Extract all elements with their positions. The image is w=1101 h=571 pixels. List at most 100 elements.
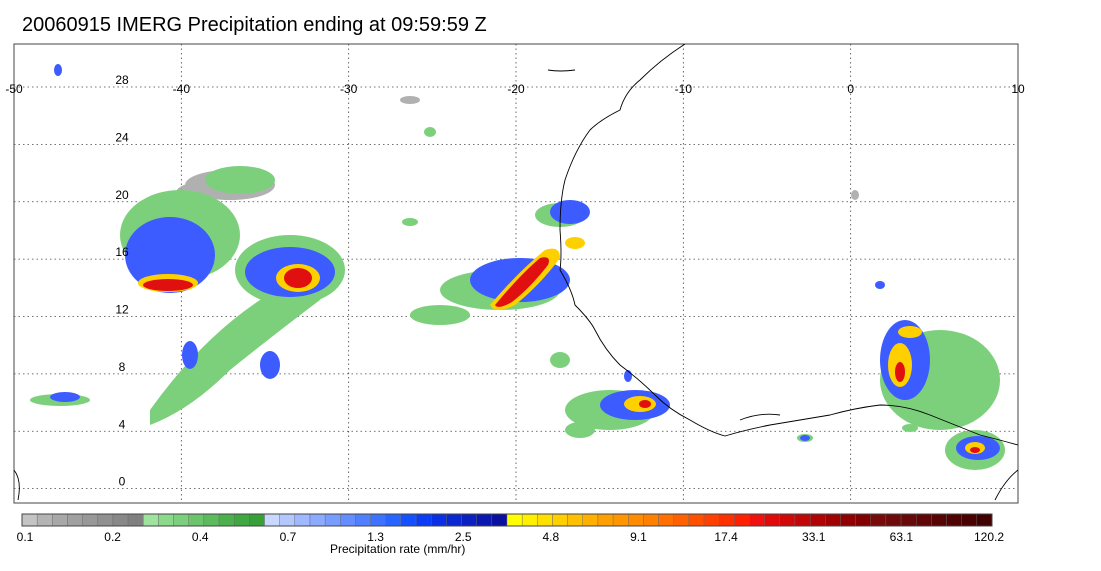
colorbar-swatch <box>552 513 568 527</box>
colorbar-swatch <box>431 513 447 527</box>
colorbar-swatch <box>461 513 477 527</box>
colorbar-swatch <box>279 513 296 527</box>
colorbar-swatch <box>749 513 765 527</box>
colorbar-swatch <box>900 513 917 527</box>
colorbar-swatch <box>294 513 311 527</box>
lat-tick-label: 0 <box>119 475 126 489</box>
colorbar-swatch <box>355 513 371 527</box>
colorbar-swatch <box>779 513 796 527</box>
colorbar-swatch <box>673 513 690 527</box>
precipitation-field <box>30 64 1005 470</box>
colorbar-swatch <box>233 513 250 527</box>
colorbar-swatch <box>82 513 98 527</box>
colorbar-swatch <box>628 513 644 527</box>
colorbar-swatch <box>809 513 826 527</box>
colorbar-swatch <box>173 513 189 527</box>
colorbar-swatch <box>203 513 220 527</box>
colorbar-tick-label: 1.3 <box>367 530 384 544</box>
lat-tick-label: 28 <box>115 73 129 87</box>
colorbar-title: Precipitation rate (mm/hr) <box>330 542 466 556</box>
colorbar-tick-label: 63.1 <box>890 530 914 544</box>
lon-tick-label: -10 <box>675 82 693 96</box>
lon-tick-label: -50 <box>5 82 23 96</box>
lon-tick-label: -30 <box>340 82 358 96</box>
colorbar-swatch <box>597 513 614 527</box>
colorbar-swatch <box>97 513 114 527</box>
colorbar-swatch <box>385 513 402 527</box>
lat-tick-label: 8 <box>119 360 126 374</box>
colorbar-tick-label: 9.1 <box>630 530 647 544</box>
precipitation-map: -50 -40 -30 -20 -10 0 10 0 4 8 12 16 20 24 28 <box>5 43 1025 504</box>
colorbar-swatch <box>931 513 947 527</box>
precip-very-heavy-red <box>143 257 980 453</box>
colorbar-swatch <box>961 513 978 527</box>
colorbar-swatch <box>870 513 887 527</box>
lon-tick-label: 0 <box>847 82 854 96</box>
colorbar-swatch <box>264 513 280 527</box>
colorbar-swatch <box>612 513 629 527</box>
lon-tick-label: -20 <box>507 82 525 96</box>
colorbar-swatch <box>794 513 811 527</box>
colorbar-swatch <box>309 513 326 527</box>
latitude-tick-labels: 0 4 8 12 16 20 24 28 <box>115 73 129 489</box>
colorbar-swatch <box>506 513 523 527</box>
colorbar-swatch <box>825 513 841 527</box>
colorbar-swatch <box>340 513 356 527</box>
colorbar-swatch <box>143 513 159 527</box>
longitude-tick-labels: -50 -40 -30 -20 -10 0 10 <box>5 82 1025 96</box>
colorbar-swatch <box>703 513 720 527</box>
colorbar-swatch <box>946 513 962 527</box>
colorbar-swatch <box>976 513 993 527</box>
colorbar-swatch <box>582 513 599 527</box>
colorbar-swatches <box>21 513 993 527</box>
colorbar-swatch <box>158 513 174 527</box>
colorbar-swatch <box>764 513 781 527</box>
lat-tick-label: 12 <box>115 303 129 317</box>
colorbar-swatch <box>249 513 265 527</box>
colorbar-tick-label: 120.2 <box>974 530 1004 544</box>
colorbar-swatch <box>127 513 144 527</box>
colorbar-tick-label: 0.4 <box>192 530 209 544</box>
colorbar-swatch <box>52 513 68 527</box>
colorbar-swatch <box>537 513 553 527</box>
colorbar-swatch <box>840 513 856 527</box>
colorbar-swatch <box>476 513 493 527</box>
colorbar-swatch <box>885 513 902 527</box>
lat-tick-label: 4 <box>119 417 126 431</box>
colorbar-outline <box>21 513 993 527</box>
colorbar-tick-label: 0.2 <box>104 530 121 544</box>
colorbar-swatch <box>218 513 235 527</box>
colorbar-swatch <box>643 513 659 527</box>
colorbar-swatch <box>521 513 538 527</box>
colorbar-swatch <box>188 513 205 527</box>
colorbar-swatch <box>567 513 583 527</box>
colorbar-swatch <box>324 513 341 527</box>
map-title: 20060915 IMERG Precipitation ending at 0… <box>22 14 487 36</box>
colorbar-tick-label: 17.4 <box>714 530 738 544</box>
colorbar-swatch <box>415 513 432 527</box>
lon-tick-label: -40 <box>173 82 191 96</box>
colorbar-swatch <box>734 513 750 527</box>
colorbar-swatch <box>718 513 735 527</box>
colorbar-swatch <box>688 513 705 527</box>
coastline <box>14 44 1018 501</box>
colorbar-swatch <box>491 513 508 527</box>
lat-tick-label: 24 <box>115 130 129 144</box>
colorbar-tick-label: 0.7 <box>280 530 297 544</box>
colorbar-tick-label: 2.5 <box>455 530 472 544</box>
colorbar-tick-labels: 0.1 0.2 0.4 0.7 1.3 2.5 4.8 9.1 17.4 33.1 63.1 120.… <box>17 530 1005 544</box>
colorbar-swatch <box>36 513 53 527</box>
colorbar-swatch <box>67 513 83 527</box>
colorbar-swatch <box>658 513 674 527</box>
colorbar-swatch <box>446 513 462 527</box>
colorbar-tick-label: 33.1 <box>802 530 826 544</box>
colorbar-swatch <box>855 513 871 527</box>
colorbar-swatch <box>370 513 386 527</box>
lat-tick-label: 16 <box>115 245 129 259</box>
colorbar-tick-label: 0.1 <box>17 530 34 544</box>
lat-tick-label: 20 <box>115 188 129 202</box>
colorbar-swatch <box>916 513 932 527</box>
colorbar-tick-label: 4.8 <box>542 530 559 544</box>
lon-tick-label: 10 <box>1011 82 1025 96</box>
